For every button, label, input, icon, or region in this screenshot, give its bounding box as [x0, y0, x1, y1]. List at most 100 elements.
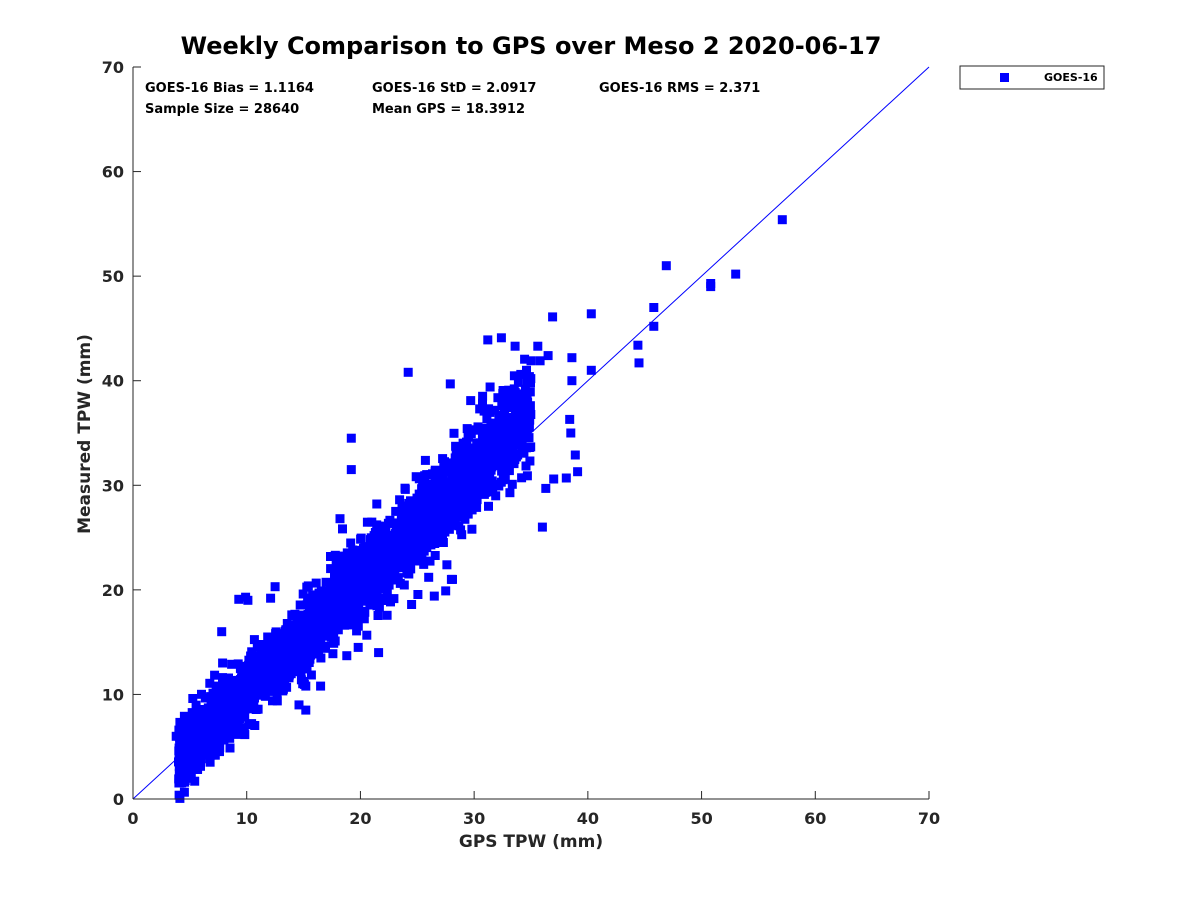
data-point — [502, 403, 512, 412]
data-point — [484, 428, 494, 438]
data-point — [402, 507, 412, 516]
data-point — [355, 573, 365, 583]
legend-box — [959, 65, 1105, 90]
data-point — [315, 604, 325, 614]
data-point — [330, 550, 340, 560]
data-point — [185, 729, 195, 739]
data-point — [365, 542, 375, 552]
data-point — [567, 376, 577, 386]
data-point — [441, 516, 451, 526]
data-point — [171, 731, 181, 741]
data-point — [305, 654, 315, 664]
data-point — [338, 524, 347, 534]
data-point — [391, 506, 401, 516]
data-point — [446, 574, 456, 584]
data-point — [324, 591, 334, 601]
data-point — [435, 489, 445, 498]
data-point — [353, 552, 363, 562]
data-point — [484, 501, 493, 511]
data-point — [352, 626, 362, 636]
data-point — [413, 590, 423, 599]
data-point — [395, 495, 405, 505]
data-point — [259, 664, 269, 674]
data-point — [238, 696, 248, 706]
data-point — [314, 588, 324, 598]
data-point — [390, 573, 400, 583]
data-point — [409, 514, 418, 524]
data-point — [330, 571, 339, 581]
y-axis-ticks: 0 10 20 30 40 50 60 70 — [102, 58, 141, 809]
data-point — [512, 436, 522, 446]
data-point — [190, 710, 200, 720]
data-point — [328, 637, 338, 647]
data-point — [309, 608, 319, 618]
data-point — [462, 424, 472, 434]
data-point — [348, 564, 357, 574]
data-point — [517, 473, 527, 483]
data-point — [537, 522, 547, 532]
data-point — [257, 674, 266, 684]
stat-std: GOES-16 StD = 2.0917 — [372, 81, 536, 96]
data-point — [298, 610, 308, 620]
data-point — [491, 491, 501, 501]
data-point — [473, 472, 483, 482]
data-point — [227, 715, 236, 725]
x-tick-label: 0 — [127, 809, 138, 828]
data-point — [263, 632, 273, 642]
data-point — [282, 619, 292, 628]
data-point — [282, 662, 292, 672]
data-point — [429, 591, 439, 601]
data-point — [486, 418, 496, 428]
data-point — [472, 450, 482, 459]
data-point — [338, 604, 348, 614]
data-point — [226, 682, 236, 692]
data-point — [424, 527, 434, 537]
data-point — [243, 675, 253, 685]
data-point — [219, 734, 229, 744]
data-point — [490, 405, 500, 415]
data-point — [218, 673, 227, 683]
data-point — [479, 489, 489, 499]
data-point — [328, 600, 338, 609]
data-point — [253, 704, 263, 714]
data-point — [298, 622, 308, 632]
data-point — [526, 410, 536, 419]
data-point — [321, 641, 330, 651]
data-point — [498, 389, 508, 398]
data-point — [214, 695, 223, 705]
x-axis-label: GPS TPW (mm) — [459, 832, 603, 852]
data-point — [485, 382, 495, 392]
data-point — [186, 770, 196, 780]
data-point — [366, 595, 376, 605]
data-point — [216, 702, 226, 712]
data-point — [504, 438, 514, 448]
data-point — [513, 406, 522, 416]
data-point — [292, 636, 302, 646]
data-point — [463, 509, 473, 519]
data-point — [296, 675, 306, 685]
data-point — [213, 733, 223, 743]
data-point — [437, 534, 447, 544]
data-point — [502, 412, 512, 422]
data-point — [371, 594, 380, 604]
data-point — [372, 601, 382, 611]
data-point — [239, 723, 249, 733]
data-point — [346, 433, 356, 443]
x-tick-label: 70 — [918, 809, 940, 828]
data-point — [478, 482, 488, 492]
data-point — [295, 615, 305, 625]
data-point — [331, 616, 341, 626]
data-point — [396, 558, 406, 568]
data-point — [215, 747, 224, 757]
data-point — [492, 443, 502, 453]
data-point — [508, 423, 518, 433]
data-point — [446, 498, 456, 508]
data-point — [419, 559, 429, 569]
data-point — [516, 389, 526, 399]
data-point — [415, 504, 425, 514]
data-point — [337, 615, 347, 625]
data-point — [471, 456, 481, 466]
data-point — [348, 545, 358, 555]
data-point — [188, 694, 198, 703]
